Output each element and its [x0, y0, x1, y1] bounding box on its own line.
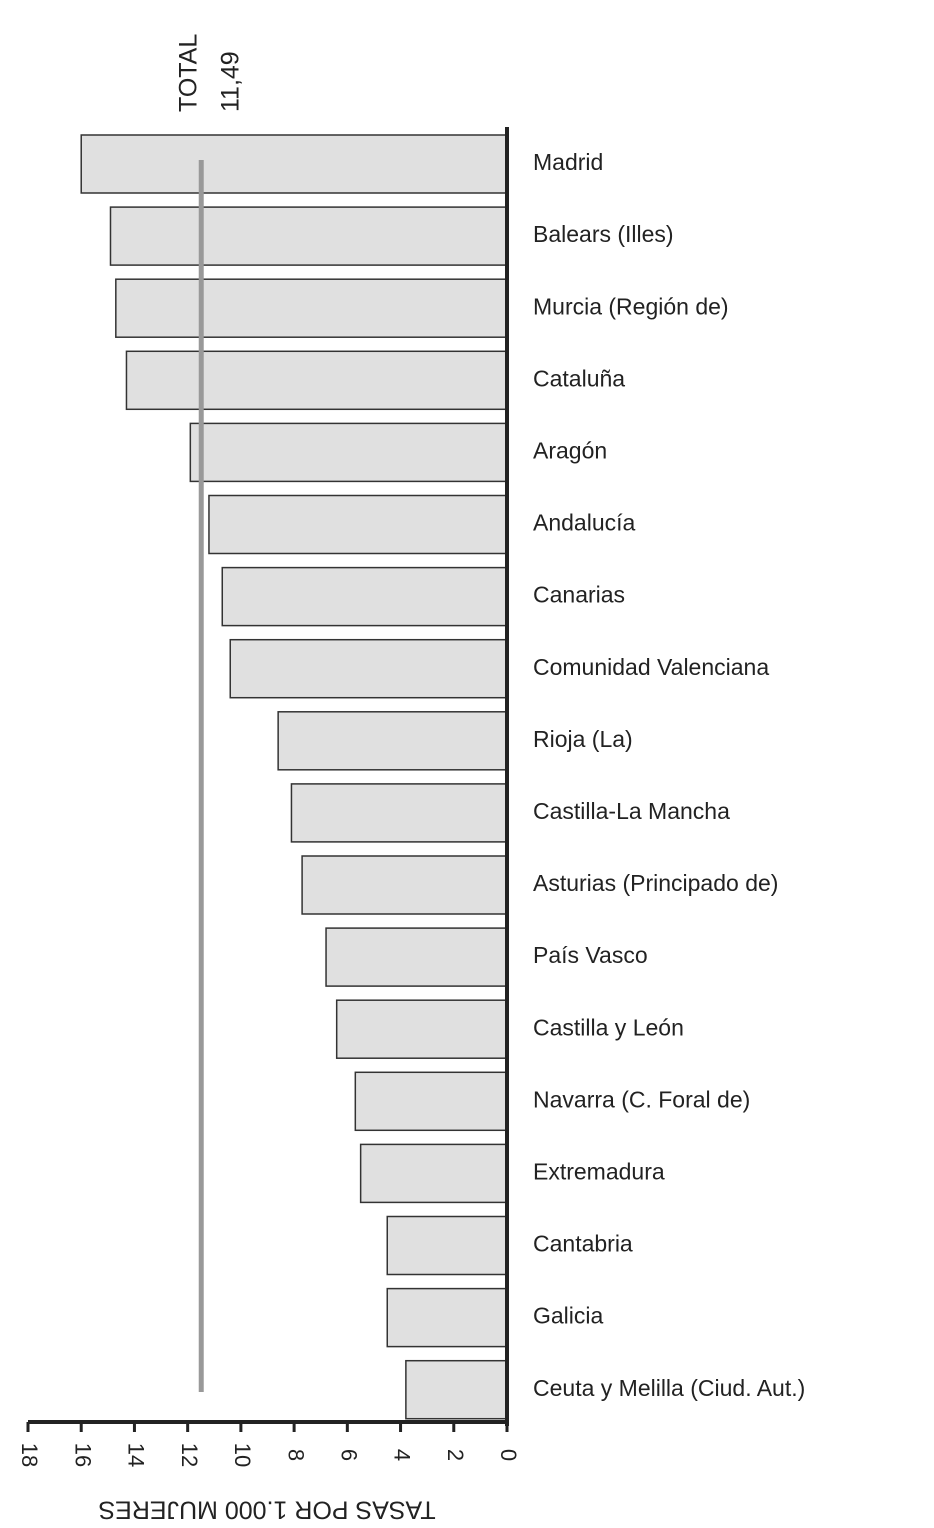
bar: [386, 1215, 508, 1276]
category-label: País Vasco: [533, 942, 648, 968]
category-label: Murcia (Región de): [533, 293, 729, 319]
bar: [189, 422, 508, 483]
bar: [229, 638, 508, 699]
bar: [359, 1143, 508, 1204]
x-axis-label: TASAS POR 1.000 MUJERES: [98, 1495, 435, 1523]
x-tick-label: 4: [390, 1449, 415, 1461]
category-label: Asturias (Principado de): [533, 870, 778, 896]
category-label: Cataluña: [533, 365, 625, 391]
category-label: Cantabria: [533, 1231, 633, 1257]
category-label: Castilla-La Mancha: [533, 798, 730, 824]
bar: [405, 1359, 508, 1420]
bar: [115, 278, 508, 338]
x-tick-label: 16: [70, 1443, 95, 1467]
x-tick-label: 8: [283, 1449, 308, 1461]
x-tick-label: 18: [17, 1443, 42, 1467]
bar: [335, 999, 508, 1059]
x-tick-label: 14: [124, 1443, 149, 1467]
x-tick-label: 2: [443, 1449, 468, 1461]
bar: [354, 1071, 508, 1132]
x-tick-label: 0: [496, 1449, 521, 1461]
bar: [109, 206, 508, 266]
category-label: Comunidad Valenciana: [533, 654, 769, 680]
bar: [208, 494, 508, 555]
category-label: Balears (Illes): [533, 221, 674, 247]
bar: [277, 711, 508, 771]
category-label: Navarra (C. Foral de): [533, 1086, 750, 1112]
x-tick-label: 10: [230, 1443, 255, 1467]
reference-label: 11,49: [217, 51, 245, 112]
bar: [221, 566, 508, 627]
category-label: Madrid: [533, 149, 603, 175]
x-tick-label: 12: [177, 1443, 202, 1467]
x-tick-label: 6: [337, 1449, 362, 1461]
bar: [386, 1287, 508, 1348]
category-label: Ceuta y Melilla (Ciud. Aut.): [533, 1375, 805, 1401]
bar: [325, 927, 508, 987]
category-label: Aragón: [533, 437, 607, 463]
bar: [301, 855, 508, 915]
category-label: Galicia: [533, 1303, 604, 1329]
category-label: Canarias: [533, 582, 625, 608]
bar: [125, 350, 508, 411]
reference-name: TOTAL: [175, 34, 203, 112]
category-label: Extremadura: [533, 1158, 665, 1184]
bar: [290, 783, 508, 843]
bar: [80, 134, 508, 194]
category-label: Rioja (La): [533, 726, 633, 752]
category-label: Castilla y León: [533, 1014, 684, 1040]
category-label: Andalucía: [533, 510, 636, 536]
